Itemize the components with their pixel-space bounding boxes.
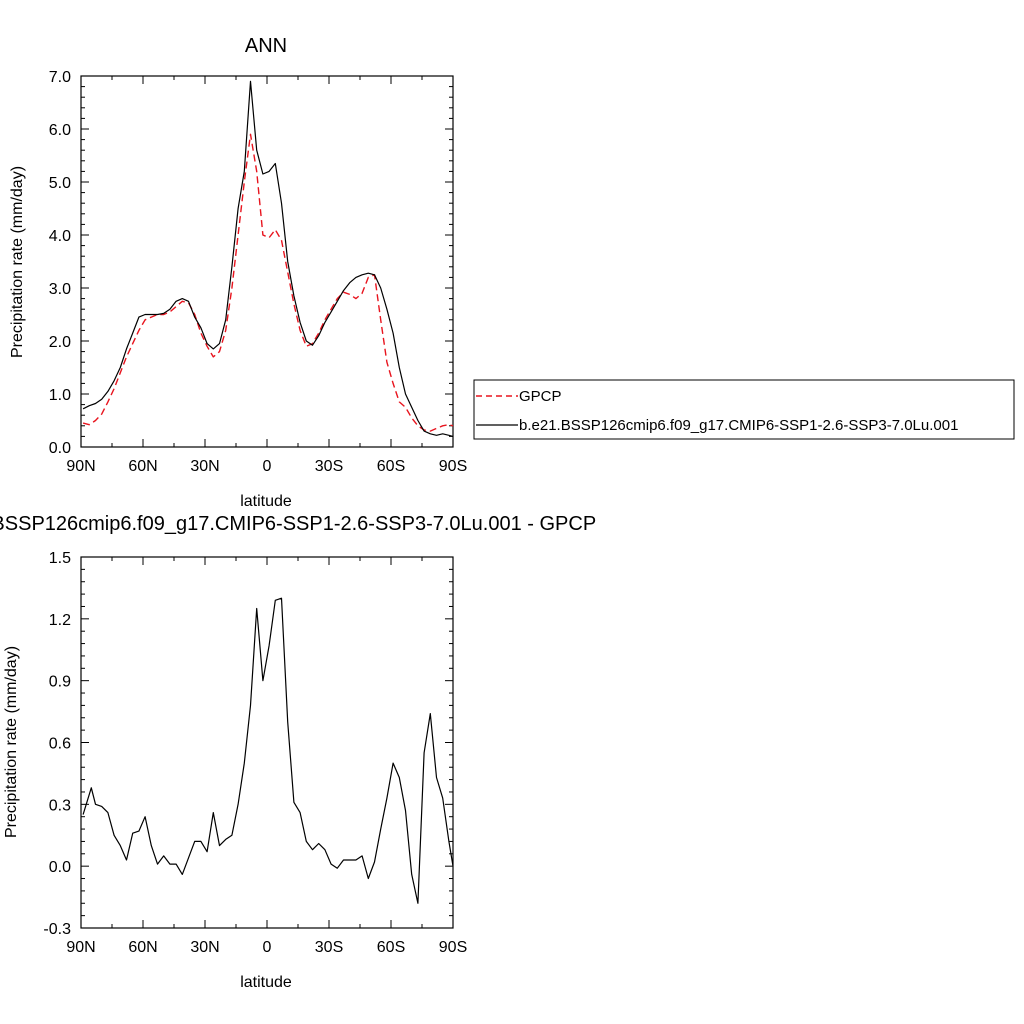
legend-label-gpcp: GPCP (519, 388, 562, 405)
x-tick-label: 30N (190, 458, 219, 475)
x-tick-label: 90N (66, 458, 95, 475)
y-axis: -0.3 0.0 0.3 0.6 0.9 1.2 1.5 (43, 550, 453, 938)
y-tick-label: 3.0 (49, 281, 71, 298)
x-tick-label: 30S (315, 458, 343, 475)
y-tick-label: 1.5 (49, 550, 71, 567)
series-group (82, 80, 454, 437)
y-tick-label: 0.6 (49, 736, 71, 753)
x-axis-label: latitude (240, 974, 292, 991)
y-axis-label: Precipitation rate (mm/day) (3, 646, 20, 838)
x-tick-label: 0 (263, 458, 272, 475)
legend-box (473, 379, 1015, 440)
y-tick-label: 1.2 (49, 612, 71, 629)
x-tick-label: 60N (128, 458, 157, 475)
y-axis: 0.0 1.0 2.0 3.0 4.0 5.0 6.0 7.0 (49, 69, 453, 457)
x-tick-label: 90S (439, 939, 467, 956)
x-tick-label: 30S (315, 939, 343, 956)
x-axis-label: latitude (240, 493, 292, 510)
x-axis: 90N 60N 30N 0 30S 60S 90S (66, 557, 467, 956)
y-tick-label: 0.3 (49, 797, 71, 814)
chart-annual-mean: ANN 90N 60N 30N 0 30S 60S 90S 0.0 1.0 2.0 3.0 4.0 5… (9, 35, 1015, 510)
y-tick-label: -0.3 (43, 921, 71, 938)
plot-frame (80, 556, 454, 929)
y-tick-label: 0.9 (49, 674, 71, 691)
legend-label-model: b.e21.BSSP126cmip6.f09_g17.CMIP6-SSP1-2.… (519, 417, 958, 434)
y-tick-label: 1.0 (49, 387, 71, 404)
y-tick-label: 4.0 (49, 228, 71, 245)
series-group (82, 597, 454, 904)
y-tick-label: 7.0 (49, 69, 71, 86)
series-line-gpcp (82, 133, 454, 432)
series-line-model (82, 597, 454, 904)
chart-difference: b.e21.BSSP126cmip6.f09_g17.CMIP6-SSP1-2.… (0, 513, 596, 991)
chart-title: ANN (245, 35, 287, 57)
plot-frame (80, 75, 454, 448)
x-tick-label: 90S (439, 458, 467, 475)
y-tick-label: 0.0 (49, 859, 71, 876)
y-tick-label: 0.0 (49, 440, 71, 457)
x-tick-label: 60S (377, 458, 405, 475)
chart-title: b.e21.BSSP126cmip6.f09_g17.CMIP6-SSP1-2.… (0, 513, 596, 535)
x-tick-label: 0 (263, 939, 272, 956)
x-tick-label: 60S (377, 939, 405, 956)
x-tick-label: 90N (66, 939, 95, 956)
y-tick-label: 6.0 (49, 122, 71, 139)
series-line-model (82, 80, 454, 437)
y-axis-label: Precipitation rate (mm/day) (9, 166, 26, 358)
x-tick-label: 30N (190, 939, 219, 956)
legend: GPCP b.e21.BSSP126cmip6.f09_g17.CMIP6-SS… (473, 379, 1015, 440)
y-tick-label: 2.0 (49, 334, 71, 351)
x-tick-label: 60N (128, 939, 157, 956)
x-axis: 90N 60N 30N 0 30S 60S 90S (66, 76, 467, 475)
y-tick-label: 5.0 (49, 175, 71, 192)
